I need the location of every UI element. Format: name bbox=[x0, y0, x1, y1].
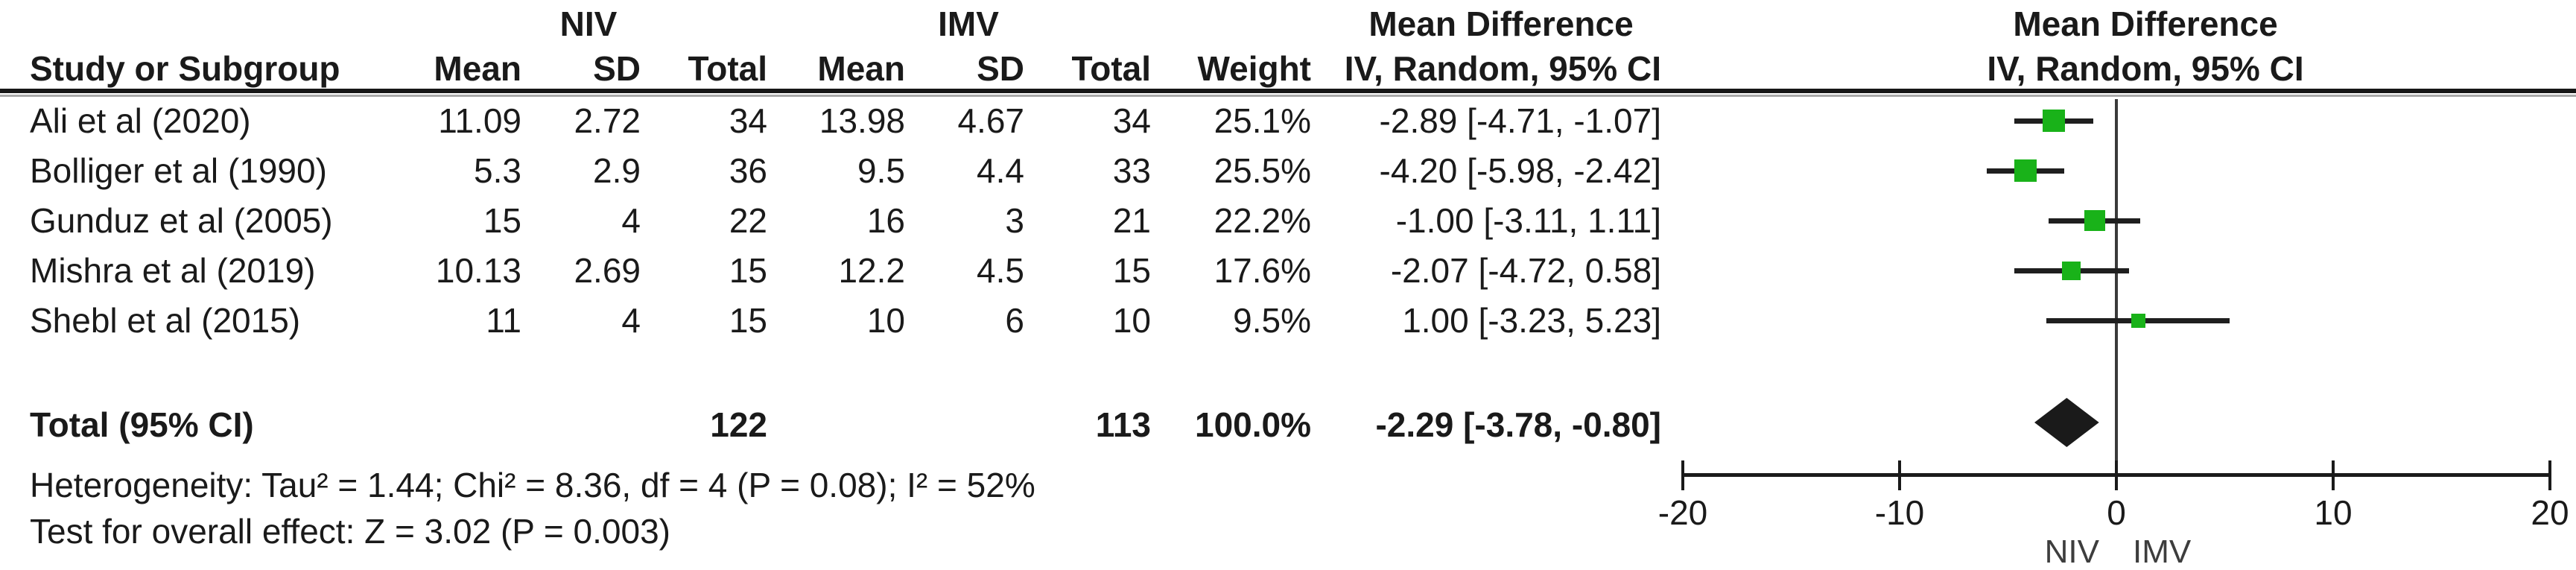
col-header-weight: Weight bbox=[1197, 49, 1311, 88]
imv-total-value: 15 bbox=[1112, 251, 1151, 290]
imv-mean-value: 16 bbox=[866, 201, 905, 240]
axis-tick-label: -20 bbox=[1657, 493, 1708, 532]
plot-header-line1: Mean Difference bbox=[2013, 4, 2278, 43]
axis-right-group-label: IMV bbox=[2133, 533, 2192, 570]
col-header-imv-mean: Mean bbox=[817, 49, 905, 88]
axis-tick bbox=[1681, 460, 1684, 490]
col-header-niv-total: Total bbox=[688, 49, 767, 88]
md-ci-value: 1.00 [-3.23, 5.23] bbox=[1402, 301, 1661, 340]
md-ci-value: -1.00 [-3.11, 1.11] bbox=[1395, 201, 1661, 240]
niv-total-value: 15 bbox=[729, 301, 767, 340]
imv-total-value: 10 bbox=[1112, 301, 1151, 340]
axis-tick-label: 20 bbox=[2531, 493, 2569, 532]
group-header-imv: IMV bbox=[938, 4, 999, 43]
header-separator-shadow bbox=[0, 95, 2576, 97]
imv-sd-value: 4.67 bbox=[957, 101, 1024, 140]
niv-mean-value: 15 bbox=[483, 201, 521, 240]
imv-sd-value: 3 bbox=[1005, 201, 1024, 240]
md-ci-value: -2.89 [-4.71, -1.07] bbox=[1379, 101, 1661, 140]
axis-tick bbox=[1898, 460, 1901, 490]
point-estimate-square bbox=[2084, 210, 2105, 231]
niv-mean-value: 11 bbox=[486, 301, 521, 340]
study-label: Bolliger et al (1990) bbox=[30, 151, 327, 190]
niv-sd-value: 4 bbox=[621, 301, 641, 340]
niv-sd-value: 4 bbox=[621, 201, 641, 240]
niv-sd-value: 2.72 bbox=[574, 101, 641, 140]
axis-tick-label: -10 bbox=[1874, 493, 1925, 532]
imv-total-value: 34 bbox=[1112, 101, 1151, 140]
point-estimate-square bbox=[2042, 110, 2065, 132]
imv-mean-value: 13.98 bbox=[819, 101, 905, 140]
group-header-mean-difference: Mean Difference bbox=[1368, 4, 1634, 43]
zero-effect-line bbox=[2115, 99, 2118, 475]
axis-tick-label: 0 bbox=[2107, 493, 2126, 532]
weight-value: 25.5% bbox=[1214, 151, 1311, 190]
niv-sd-value: 2.9 bbox=[593, 151, 641, 190]
total-niv-total: 122 bbox=[710, 405, 767, 444]
col-header-study: Study or Subgroup bbox=[30, 49, 340, 88]
niv-total-value: 36 bbox=[729, 151, 767, 190]
imv-sd-value: 6 bbox=[1005, 301, 1024, 340]
niv-total-value: 22 bbox=[729, 201, 767, 240]
md-ci-value: -2.07 [-4.72, 0.58] bbox=[1390, 251, 1661, 290]
study-label: Shebl et al (2015) bbox=[30, 301, 301, 340]
total-imv-total: 113 bbox=[1095, 405, 1151, 444]
study-label: Gunduz et al (2005) bbox=[30, 201, 333, 240]
niv-total-value: 34 bbox=[729, 101, 767, 140]
imv-sd-value: 4.4 bbox=[977, 151, 1024, 190]
imv-mean-value: 10 bbox=[866, 301, 905, 340]
axis-left-group-label: NIV bbox=[2044, 533, 2099, 570]
imv-total-value: 33 bbox=[1112, 151, 1151, 190]
point-estimate-square bbox=[2062, 261, 2081, 280]
total-label: Total (95% CI) bbox=[30, 405, 254, 444]
total-weight: 100.0% bbox=[1194, 405, 1311, 444]
overall-effect-text: Test for overall effect: Z = 3.02 (P = 0… bbox=[30, 512, 670, 551]
weight-value: 25.1% bbox=[1214, 101, 1311, 140]
study-label: Mishra et al (2019) bbox=[30, 251, 316, 290]
point-estimate-square bbox=[2131, 313, 2145, 328]
axis-tick-label: 10 bbox=[2314, 493, 2353, 532]
header-separator-line bbox=[0, 89, 2576, 93]
imv-mean-value: 9.5 bbox=[857, 151, 905, 190]
axis-tick bbox=[2332, 460, 2335, 490]
col-header-imv-total: Total bbox=[1071, 49, 1151, 88]
group-header-niv: NIV bbox=[559, 4, 618, 43]
niv-sd-value: 2.69 bbox=[574, 251, 641, 290]
total-diamond bbox=[2034, 398, 2099, 447]
col-header-md-ci: IV, Random, 95% CI bbox=[1344, 49, 1661, 88]
md-ci-value: -4.20 [-5.98, -2.42] bbox=[1379, 151, 1661, 190]
weight-value: 9.5% bbox=[1233, 301, 1311, 340]
imv-mean-value: 12.2 bbox=[838, 251, 905, 290]
niv-mean-value: 5.3 bbox=[474, 151, 521, 190]
heterogeneity-text: Heterogeneity: Tau² = 1.44; Chi² = 8.36,… bbox=[30, 466, 1035, 504]
plot-header-line2: IV, Random, 95% CI bbox=[1987, 49, 2304, 88]
axis-tick bbox=[2548, 460, 2551, 490]
imv-total-value: 21 bbox=[1112, 201, 1151, 240]
weight-value: 22.2% bbox=[1214, 201, 1311, 240]
niv-mean-value: 11.09 bbox=[438, 101, 521, 140]
col-header-niv-sd: SD bbox=[593, 49, 641, 88]
weight-value: 17.6% bbox=[1214, 251, 1311, 290]
imv-sd-value: 4.5 bbox=[977, 251, 1024, 290]
total-md-ci: -2.29 [-3.78, -0.80] bbox=[1375, 405, 1661, 444]
niv-total-value: 15 bbox=[729, 251, 767, 290]
col-header-niv-mean: Mean bbox=[434, 49, 521, 88]
niv-mean-value: 10.13 bbox=[435, 251, 521, 290]
axis-tick bbox=[2115, 460, 2118, 490]
col-header-imv-sd: SD bbox=[977, 49, 1024, 88]
point-estimate-square bbox=[2014, 159, 2037, 182]
study-label: Ali et al (2020) bbox=[30, 101, 251, 140]
